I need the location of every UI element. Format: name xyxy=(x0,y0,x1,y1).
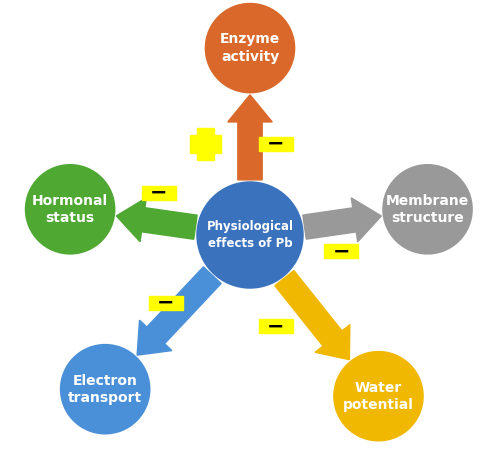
Text: Electron
transport: Electron transport xyxy=(68,374,142,405)
Text: −: − xyxy=(157,293,174,313)
Text: −: − xyxy=(267,316,284,336)
FancyBboxPatch shape xyxy=(259,319,292,333)
Text: −: − xyxy=(332,242,350,261)
FancyBboxPatch shape xyxy=(259,137,292,151)
Text: Membrane
structure: Membrane structure xyxy=(386,194,469,225)
Text: Water
potential: Water potential xyxy=(343,381,414,412)
Circle shape xyxy=(60,344,150,434)
FancyBboxPatch shape xyxy=(190,135,222,153)
Circle shape xyxy=(196,181,304,289)
FancyArrow shape xyxy=(303,198,382,242)
FancyArrow shape xyxy=(137,267,221,355)
Circle shape xyxy=(25,164,116,255)
FancyBboxPatch shape xyxy=(149,296,182,310)
FancyBboxPatch shape xyxy=(196,128,214,160)
FancyArrow shape xyxy=(116,198,197,242)
Text: Enzyme
activity: Enzyme activity xyxy=(220,32,280,64)
FancyBboxPatch shape xyxy=(324,244,358,258)
FancyArrow shape xyxy=(275,271,350,360)
FancyArrow shape xyxy=(228,95,272,180)
Text: Physiological
effects of Pb: Physiological effects of Pb xyxy=(206,220,294,250)
Text: −: − xyxy=(150,183,168,203)
Text: −: − xyxy=(267,134,284,154)
FancyBboxPatch shape xyxy=(142,186,176,200)
Circle shape xyxy=(204,3,296,94)
Circle shape xyxy=(382,164,473,255)
Circle shape xyxy=(333,351,424,441)
Text: Hormonal
status: Hormonal status xyxy=(32,194,108,225)
